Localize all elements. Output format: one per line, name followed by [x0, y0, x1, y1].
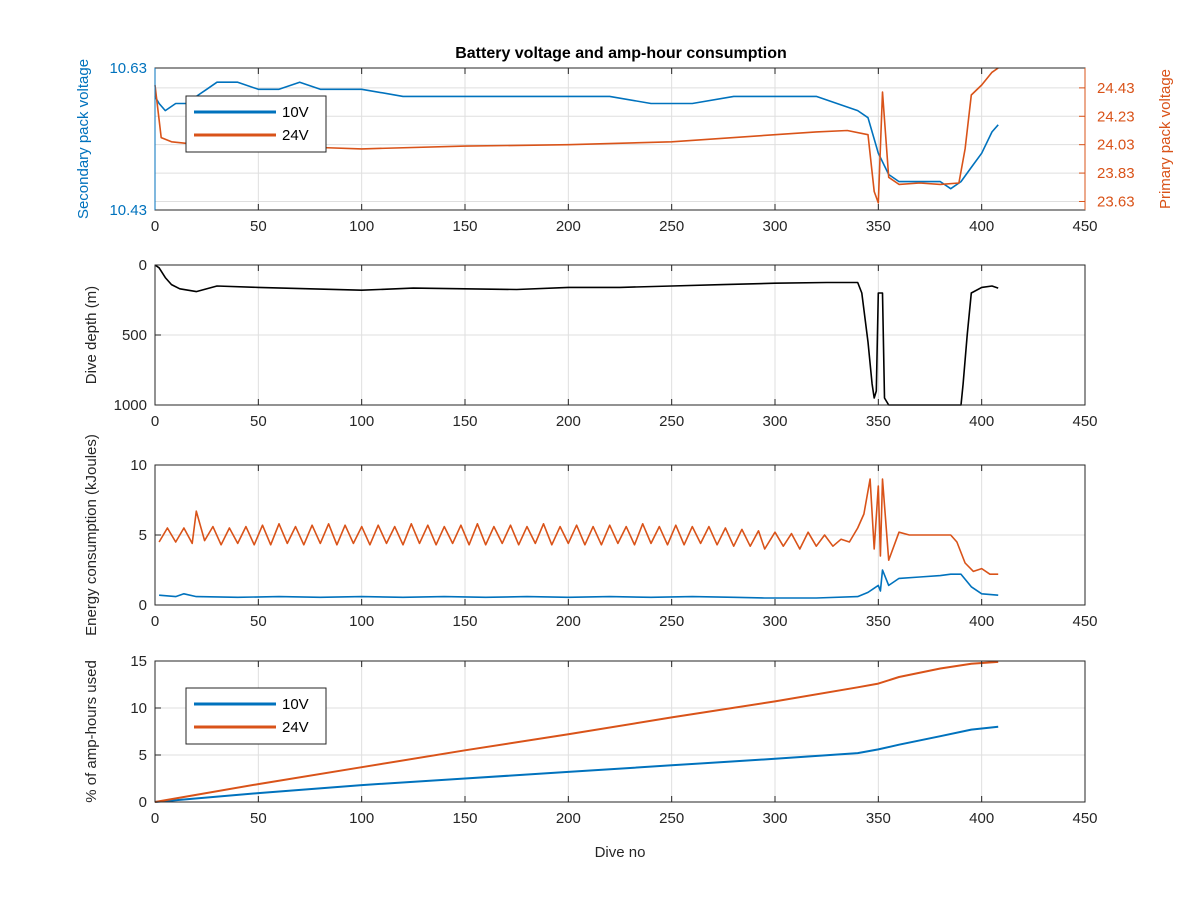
y-tick-label: 0 [139, 794, 147, 811]
legend-label-24v: 24V [282, 719, 309, 736]
x-tick-label: 200 [556, 413, 581, 430]
x-tick-label: 450 [1072, 613, 1097, 630]
x-tick-label: 200 [556, 810, 581, 827]
x-tick-label: 350 [866, 810, 891, 827]
legend-label-10v: 10V [282, 696, 309, 713]
x-tick-label: 400 [969, 613, 994, 630]
y-right-tick-label: 23.63 [1097, 193, 1135, 210]
y-tick-label: 10.43 [109, 202, 147, 219]
x-tick-label: 50 [250, 810, 267, 827]
x-tick-label: 450 [1072, 413, 1097, 430]
y-tick-label: 10 [130, 457, 147, 474]
y-tick-label: 5 [139, 747, 147, 764]
x-tick-label: 200 [556, 613, 581, 630]
x-tick-label: 450 [1072, 218, 1097, 235]
y-tick-label: 10.63 [109, 60, 147, 77]
x-tick-label: 450 [1072, 810, 1097, 827]
x-tick-label: 0 [151, 413, 159, 430]
y-tick-label: 15 [130, 653, 147, 670]
x-tick-label: 250 [659, 218, 684, 235]
y-tick-label: 10 [130, 700, 147, 717]
x-tick-label: 200 [556, 218, 581, 235]
x-tick-label: 100 [349, 413, 374, 430]
y-tick-label: 0 [139, 597, 147, 614]
x-tick-label: 0 [151, 810, 159, 827]
y-axis-title: % of amp-hours used [83, 660, 100, 803]
plots-layer: 0 50 100 150 200 250 300 350 400 45010.4310.6323.… [75, 59, 1174, 861]
x-tick-label: 400 [969, 810, 994, 827]
legend-label-24v: 24V [282, 127, 309, 144]
y-right-axis-title: Primary pack voltage [1157, 69, 1174, 209]
x-tick-label: 300 [762, 810, 787, 827]
x-tick-label: 400 [969, 218, 994, 235]
x-tick-label: 0 [151, 218, 159, 235]
x-tick-label: 350 [866, 613, 891, 630]
subplot-3: 0 50 100 150 200 250 300 350 400 450 0 5 10 Energy co… [83, 434, 1098, 636]
x-tick-label: 100 [349, 810, 374, 827]
x-tick-label: 50 [250, 413, 267, 430]
y-right-tick-label: 24.03 [1097, 137, 1135, 154]
y-tick-label: 1000 [114, 397, 147, 414]
x-tick-label: 300 [762, 218, 787, 235]
x-tick-label: 100 [349, 218, 374, 235]
x-tick-label: 250 [659, 413, 684, 430]
x-tick-label: 300 [762, 613, 787, 630]
y-axis-title: Secondary pack voltage [75, 59, 92, 219]
x-tick-label: 400 [969, 413, 994, 430]
y-axis-title: Dive depth (m) [83, 286, 100, 384]
x-tick-label: 250 [659, 810, 684, 827]
x-tick-label: 150 [452, 810, 477, 827]
legend-label-10v: 10V [282, 104, 309, 121]
series-line-10v [154, 725, 999, 803]
x-tick-label: 50 [250, 613, 267, 630]
legend-box [185, 687, 327, 745]
x-tick-label: 150 [452, 613, 477, 630]
y-axis-title: Energy consumption (kJoules) [83, 434, 100, 636]
series-line-24v [158, 478, 999, 576]
x-tick-label: 50 [250, 218, 267, 235]
x-tick-label: 150 [452, 218, 477, 235]
series-line-24v [154, 660, 999, 803]
y-right-tick-label: 24.23 [1097, 108, 1135, 125]
y-tick-label: 5 [139, 527, 147, 544]
subplot-4: 0 50 100 150 200 250 300 350 400 450 0 5 10 15 % of am… [83, 653, 1098, 861]
plot-frame [154, 660, 1086, 803]
x-tick-label: 250 [659, 613, 684, 630]
x-tick-label: 0 [151, 613, 159, 630]
series-line-10v [159, 569, 999, 599]
x-tick-label: 100 [349, 613, 374, 630]
legend-box [185, 95, 327, 153]
x-axis-title: Dive no [595, 844, 646, 861]
y-right-tick-label: 24.43 [1097, 80, 1135, 97]
x-tick-label: 350 [866, 218, 891, 235]
x-tick-label: 150 [452, 413, 477, 430]
subplot-1: 0 50 100 150 200 250 300 350 400 450 10.43 10.63 23.… [75, 59, 1174, 235]
chart-title: Battery voltage and amp-hour consumption [455, 45, 787, 62]
x-tick-label: 350 [866, 413, 891, 430]
y-tick-label: 0 [139, 257, 147, 274]
x-tick-label: 300 [762, 413, 787, 430]
y-right-tick-label: 23.83 [1097, 165, 1135, 182]
y-tick-label: 500 [122, 327, 147, 344]
subplot-2: 0 50 100 150 200 250 300 350 400 450 0 500 1000 Dive … [83, 257, 1098, 430]
series-line-10v [154, 81, 999, 190]
